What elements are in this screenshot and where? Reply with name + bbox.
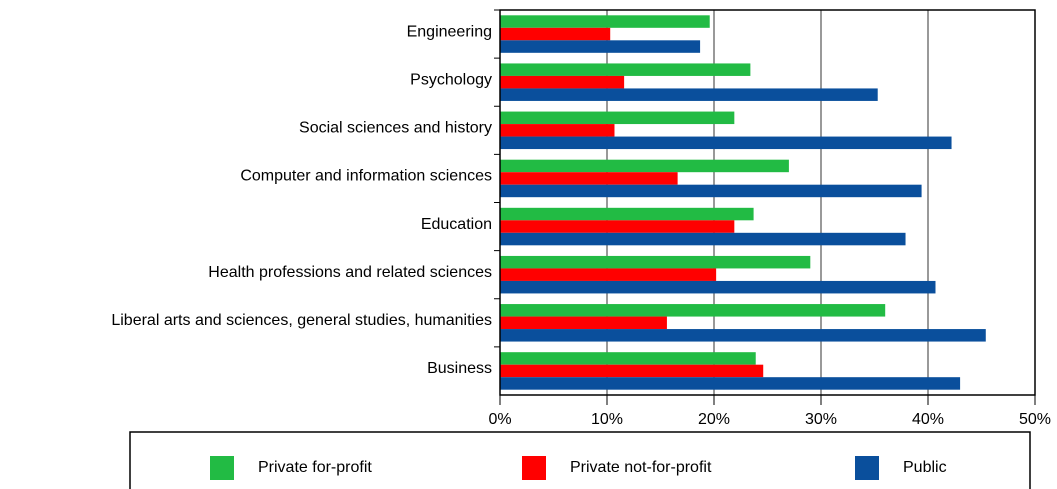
y-tick-label: Liberal arts and sciences, general studi… xyxy=(111,312,492,329)
bar xyxy=(500,75,625,89)
bar xyxy=(500,280,936,294)
bar xyxy=(500,207,754,221)
y-tick-label: Health professions and related sciences xyxy=(208,264,492,281)
x-tick-label: 20% xyxy=(698,411,730,428)
bar xyxy=(500,27,611,41)
bar xyxy=(500,40,701,53)
x-tick-label: 10% xyxy=(591,411,623,428)
y-tick-label: Psychology xyxy=(410,71,492,88)
x-tick-label: 50% xyxy=(1019,411,1051,428)
x-tick-label: 0% xyxy=(488,411,511,428)
bar xyxy=(500,364,764,378)
bar xyxy=(500,172,678,185)
legend-label: Private for-profit xyxy=(258,459,372,476)
bar xyxy=(500,159,789,173)
bar xyxy=(500,268,717,281)
legend-box xyxy=(129,431,1031,489)
bar xyxy=(500,63,751,76)
legend-label: Public xyxy=(903,459,947,476)
bar xyxy=(500,316,667,330)
legend-swatch xyxy=(522,456,546,480)
bar xyxy=(500,377,961,390)
bar xyxy=(500,15,710,28)
bar xyxy=(500,124,615,137)
bar xyxy=(500,111,735,125)
bar xyxy=(500,184,922,198)
y-tick-label: Education xyxy=(421,216,492,233)
x-tick-label: 40% xyxy=(912,411,944,428)
bar xyxy=(500,329,986,342)
y-tick-label: Business xyxy=(427,360,492,377)
bar xyxy=(500,220,735,233)
bar xyxy=(500,88,878,101)
y-tick-label: Computer and information sciences xyxy=(240,168,492,185)
bar xyxy=(500,352,756,365)
bar xyxy=(500,255,811,269)
bar xyxy=(500,136,952,150)
legend-swatch xyxy=(210,456,234,480)
x-tick-label: 30% xyxy=(805,411,837,428)
legend-swatch xyxy=(855,456,879,480)
y-tick-label: Engineering xyxy=(407,23,492,40)
y-tick-label: Social sciences and history xyxy=(299,120,492,137)
bar xyxy=(500,232,906,246)
legend-label: Private not-for-profit xyxy=(570,459,712,476)
bar xyxy=(500,304,886,317)
